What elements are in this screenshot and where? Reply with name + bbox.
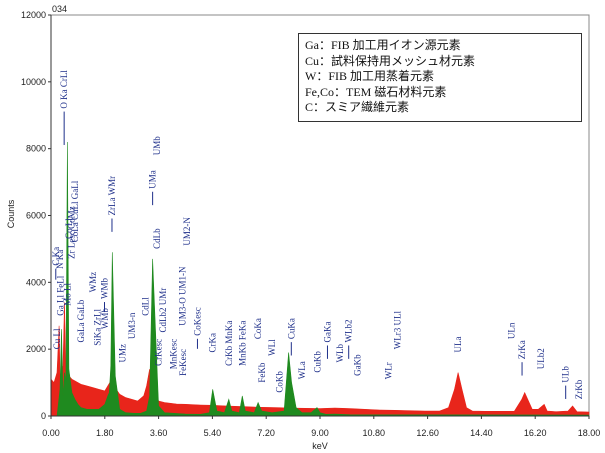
- y-tick-label: 10000: [21, 77, 46, 87]
- peak-label: WLa: [297, 361, 307, 379]
- peak-label: FeKesc: [178, 349, 188, 376]
- peak-label: WLb: [335, 344, 345, 363]
- y-tick-label: 2000: [26, 344, 46, 354]
- peak-label: FeKb: [257, 362, 267, 382]
- x-tick-label: 7.20: [257, 428, 275, 438]
- peak-label: ZrKb: [574, 379, 584, 399]
- legend-line-feco: Fe,Co：TEM 磁石材料元素: [305, 84, 447, 99]
- peak-label: UM2-N: [182, 217, 192, 246]
- peak-label: WLb2: [344, 320, 354, 343]
- x-tick-label: 10.80: [363, 428, 386, 438]
- x-tick-label: 1.80: [96, 428, 114, 438]
- peak-label: Zr Lesc CdMz: [66, 206, 76, 258]
- peak-label: WLr3 ULl: [393, 310, 403, 349]
- y-tick-label: 6000: [26, 211, 46, 221]
- top-label: 034: [52, 4, 67, 14]
- legend: Ga：FIB 加工用イオン源元素 Cu：試料保持用メッシュ材元素 W：FIB 加…: [298, 33, 582, 122]
- x-axis-label: keV: [312, 441, 328, 451]
- x-tick-label: 18.00: [578, 428, 601, 438]
- peak-label: GaKa: [323, 322, 333, 343]
- x-tick-label: 9.00: [311, 428, 329, 438]
- peak-label: CoKa: [253, 318, 263, 339]
- y-tick-label: 12000: [21, 10, 46, 20]
- x-tick-label: 5.40: [204, 428, 222, 438]
- x-tick-label: 14.40: [470, 428, 493, 438]
- peak-label: UMa: [148, 170, 158, 189]
- peak-label: MnKesc: [169, 339, 179, 370]
- legend-line-c: C：スミア繊維元素: [305, 100, 410, 114]
- peak-label: WLl: [267, 339, 277, 356]
- peak-label: Cu Ll: [52, 328, 62, 349]
- peak-label: ULb2: [536, 348, 546, 369]
- peak-label: CoKesc: [193, 307, 203, 336]
- peak-label: CoKb: [275, 371, 285, 393]
- peak-label: ULa: [453, 337, 463, 353]
- x-tick-label: 0.00: [42, 428, 60, 438]
- peak-label: SiKa ZrLl: [92, 309, 102, 346]
- peak-label: Mo Ll: [62, 282, 72, 305]
- y-axis-label: Counts: [6, 199, 16, 228]
- peak-label: WMz: [88, 272, 98, 293]
- peak-label: GaKb: [353, 354, 363, 376]
- y-tick-label: 0: [41, 411, 46, 421]
- peak-label: MnKb FeKa: [237, 321, 247, 366]
- peak-label: UMz: [118, 344, 128, 363]
- peak-label: CoLa CuLl GaLl: [70, 180, 80, 242]
- peak-label: CdLb2 UMr: [158, 288, 168, 333]
- peak-label: UM3-O UM1-N: [178, 266, 188, 326]
- peak-label: UM3-n: [127, 312, 137, 339]
- peak-label: Ga Ll FeLl: [56, 275, 66, 315]
- peak-label: O Ka CrLl: [59, 70, 69, 109]
- peak-label: CdLb: [152, 228, 162, 249]
- peak-label: CuKb: [312, 351, 322, 373]
- peak-label: CrKa: [208, 333, 218, 353]
- peak-label: WMb: [100, 308, 110, 329]
- peak-label: CdLl: [141, 297, 151, 316]
- peak-label: C Ka: [51, 247, 61, 266]
- peak-label: ULn: [506, 322, 516, 339]
- peak-label: GaLa GaLb: [76, 299, 86, 342]
- series-area-green: [51, 141, 590, 417]
- peak-label: UMb: [152, 136, 162, 156]
- peak-label: CrKesc: [154, 339, 164, 366]
- legend-line-w: W：FIB 加工用蒸着元素: [305, 69, 435, 83]
- peak-label: ULb: [561, 366, 571, 383]
- x-tick-label: 16.20: [524, 428, 547, 438]
- legend-line-ga: Ga：FIB 加工用イオン源元素: [305, 38, 461, 52]
- y-tick-label: 8000: [26, 144, 46, 154]
- peak-label: WLr: [383, 362, 393, 379]
- peak-label: ZrLa WMr: [107, 176, 117, 216]
- y-tick-label: 4000: [26, 277, 46, 287]
- peak-label: CuKa: [286, 318, 296, 339]
- legend-line-cu: Cu：試料保持用メッシュ材元素: [305, 53, 476, 68]
- peak-label: Co Ll: [64, 218, 74, 239]
- peak-label: ZrKa: [517, 340, 527, 359]
- peak-label: CrKb MnKa: [224, 321, 234, 366]
- peak-label: N Ka: [55, 250, 65, 269]
- x-tick-label: 3.60: [150, 428, 168, 438]
- x-tick-label: 12.60: [416, 428, 439, 438]
- peak-label: WMb: [100, 278, 110, 299]
